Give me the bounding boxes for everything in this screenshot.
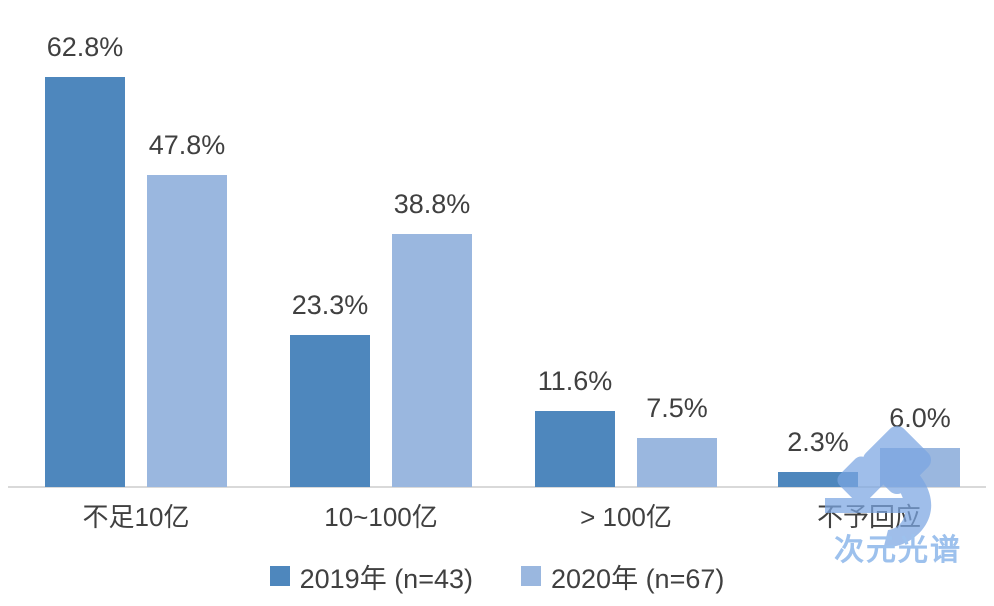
category-label-3: 不予回应 — [816, 502, 921, 532]
legend-label: 2020年 (n=67) — [551, 563, 725, 594]
bar-2019年-2 — [535, 411, 615, 487]
bar-value-label: 47.8% — [148, 129, 226, 160]
bar-value-label: 6.0% — [889, 402, 951, 433]
bar-value-label: 11.6% — [537, 366, 613, 397]
category-label-0: 不足10亿 — [82, 502, 190, 532]
category-label-2: > 100亿 — [580, 502, 672, 532]
legend: 2019年 (n=43) 2020年 (n=67) — [0, 560, 994, 594]
bar-value-label: 62.8% — [46, 31, 124, 62]
legend-swatch-icon — [269, 566, 290, 586]
bar-2019年-1 — [290, 334, 370, 487]
bar-2019年-0 — [45, 76, 125, 487]
bar-2020年-0 — [147, 174, 227, 487]
bar-2020年-2 — [637, 438, 717, 487]
bar-value-label: 38.8% — [393, 188, 471, 219]
bar-value-label: 23.3% — [291, 289, 369, 320]
legend-item-0: 2019年 (n=43) — [269, 557, 473, 596]
bar-value-label: 7.5% — [646, 393, 708, 424]
bar-2020年-1 — [392, 233, 472, 487]
x-axis-line — [8, 486, 986, 488]
bar-2020年-3 — [880, 447, 960, 487]
legend-item-1: 2020年 (n=67) — [521, 557, 724, 596]
bar-2019年-3 — [778, 471, 858, 487]
legend-swatch-icon — [521, 566, 541, 586]
bar-value-label: 2.3% — [787, 426, 849, 457]
legend-label: 2019年 (n=43) — [299, 563, 473, 594]
category-label-1: 10~100亿 — [324, 502, 438, 532]
